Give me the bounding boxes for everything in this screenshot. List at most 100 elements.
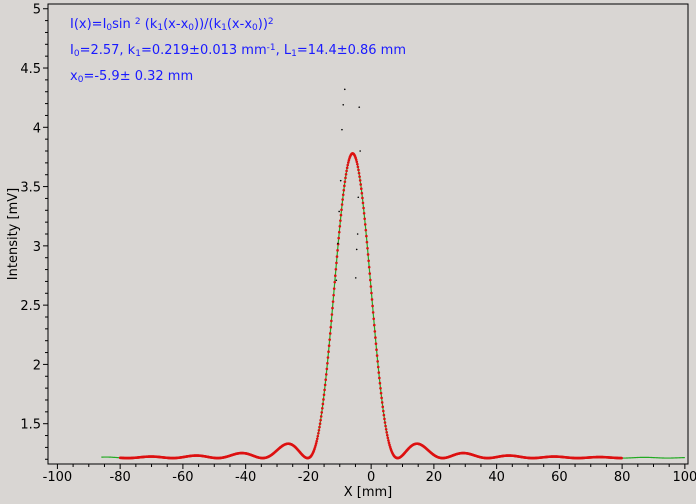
fit-point bbox=[334, 267, 338, 271]
fit-point bbox=[332, 287, 336, 290]
fit-point bbox=[369, 285, 373, 288]
fit-point bbox=[320, 411, 324, 414]
fit-point bbox=[370, 298, 374, 301]
fit-point bbox=[335, 261, 338, 265]
fit-point bbox=[367, 259, 370, 263]
annotation-text: I bbox=[70, 43, 74, 58]
fit-point bbox=[378, 376, 381, 380]
data-layer bbox=[101, 88, 685, 460]
fit-point bbox=[323, 388, 326, 392]
fit-point bbox=[388, 443, 391, 447]
fit-point bbox=[337, 230, 341, 234]
subscript: 0 bbox=[78, 75, 84, 85]
fit-point bbox=[343, 180, 347, 184]
fit-point bbox=[371, 311, 375, 314]
annotation-text: I(x)=I bbox=[70, 17, 106, 32]
fit-point bbox=[370, 291, 373, 295]
plot-area bbox=[48, 4, 688, 464]
y-tick-label: 2.5 bbox=[20, 299, 41, 314]
fit-point bbox=[358, 175, 361, 178]
subscript: 0 bbox=[188, 23, 194, 33]
y-tick-label: 2 bbox=[33, 358, 41, 373]
fit-point bbox=[317, 429, 321, 432]
fit-point bbox=[345, 166, 349, 170]
fit-point bbox=[620, 456, 623, 460]
fit-point bbox=[355, 160, 359, 164]
fit-point bbox=[328, 338, 331, 341]
fit-point bbox=[317, 432, 320, 435]
y-tick-label: 5 bbox=[33, 3, 41, 18]
subscript: 1 bbox=[135, 49, 141, 59]
fit-point bbox=[326, 356, 330, 359]
fit-point bbox=[347, 161, 350, 164]
subscript: 0 bbox=[74, 49, 80, 59]
annotation-text: (x-x bbox=[163, 17, 188, 32]
fit-point bbox=[385, 433, 389, 437]
data-point bbox=[338, 210, 340, 213]
fit-point bbox=[324, 373, 328, 376]
data-point bbox=[337, 242, 339, 245]
fit-point bbox=[360, 191, 364, 195]
fit-point bbox=[383, 421, 387, 424]
subscript: 1 bbox=[157, 23, 163, 33]
fit-point bbox=[367, 265, 371, 269]
fit-point bbox=[376, 360, 379, 363]
superscript: 2 bbox=[268, 17, 274, 27]
x-tick-label: 20 bbox=[426, 470, 443, 485]
fit-point bbox=[366, 246, 369, 250]
annotation-text: ))/(k bbox=[194, 17, 222, 32]
y-tick-label: 4.5 bbox=[20, 62, 41, 77]
fit-point bbox=[330, 313, 334, 316]
fit-point bbox=[365, 240, 369, 244]
fit-point bbox=[373, 330, 377, 333]
superscript: 2 bbox=[135, 17, 141, 27]
fit-point bbox=[368, 272, 372, 275]
annotation-text: =14.4±0.86 mm bbox=[297, 43, 406, 58]
annotation-text: sin bbox=[112, 17, 135, 32]
annotation-text: , L bbox=[276, 43, 292, 58]
fit-point bbox=[377, 371, 381, 374]
fit-point bbox=[333, 280, 337, 284]
y-tick-label: 4 bbox=[33, 121, 41, 136]
data-point bbox=[357, 196, 360, 199]
data-point bbox=[358, 106, 361, 108]
fit-point bbox=[314, 444, 317, 447]
fit-point bbox=[318, 422, 322, 426]
fit-point bbox=[332, 293, 335, 297]
fit-point bbox=[338, 225, 342, 228]
fit-point bbox=[384, 427, 388, 431]
data-point bbox=[359, 150, 361, 152]
fit-point bbox=[341, 198, 344, 201]
fit-point bbox=[374, 342, 378, 346]
fit-point bbox=[356, 165, 360, 169]
fit-point bbox=[344, 176, 347, 180]
fit-point bbox=[375, 348, 378, 352]
fit-point bbox=[382, 413, 386, 417]
x-axis-title: X [mm] bbox=[344, 485, 393, 500]
fit-point bbox=[357, 171, 361, 175]
fit-point bbox=[343, 184, 346, 188]
fit-point bbox=[382, 409, 385, 413]
x-tick-label: 100 bbox=[672, 470, 696, 485]
x-tick-label: -80 bbox=[110, 470, 131, 485]
fit-point bbox=[314, 442, 318, 445]
x-tick-label: -60 bbox=[172, 470, 193, 485]
fit-point bbox=[322, 393, 326, 397]
superscript: -1 bbox=[267, 43, 276, 53]
annotation-text: =-5.9± 0.32 mm bbox=[83, 69, 193, 84]
fit-point bbox=[376, 365, 380, 369]
fit-point bbox=[363, 223, 367, 226]
data-point bbox=[339, 179, 342, 182]
annotation-text: x bbox=[70, 69, 78, 84]
fit-point bbox=[335, 255, 339, 258]
fit-point bbox=[361, 201, 365, 205]
x-tick-label: -100 bbox=[43, 470, 73, 485]
fit-formula-annotation: I(x)=I0sin 2 (k1(x-x0))/(k1(x-x0))2 bbox=[70, 17, 274, 33]
subscript: 0 bbox=[106, 23, 112, 33]
data-point bbox=[356, 233, 359, 235]
annotation-text: (x-x bbox=[227, 17, 252, 32]
x-tick-label: 0 bbox=[367, 470, 375, 485]
fit-point bbox=[341, 193, 345, 197]
x-tick-label: -40 bbox=[235, 470, 256, 485]
